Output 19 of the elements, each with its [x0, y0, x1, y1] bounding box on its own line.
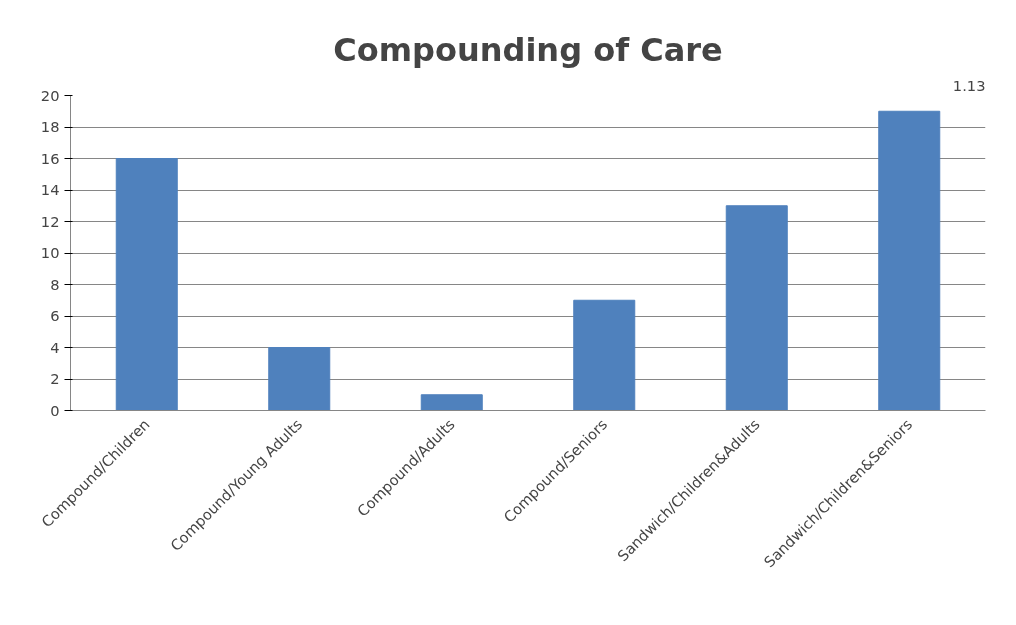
y-tick-label: 8 — [50, 275, 60, 293]
y-tick-label: 20 — [40, 86, 60, 104]
bar — [268, 347, 331, 411]
bar — [115, 158, 178, 411]
y-tick-label: 16 — [40, 149, 60, 167]
y-tick-label: 14 — [40, 181, 60, 198]
y-tick-label: 2 — [50, 370, 60, 387]
y-tick-label: 18 — [40, 118, 60, 135]
bar — [573, 299, 636, 411]
y-tick-label: 4 — [50, 338, 60, 356]
y-tick-label: 10 — [40, 244, 60, 261]
text: 1.13 — [952, 76, 986, 94]
bar — [725, 205, 788, 411]
bar — [878, 110, 941, 411]
y-tick-label: 0 — [50, 401, 60, 419]
y-tick-label: 6 — [50, 307, 60, 324]
y-tick-label: 12 — [40, 212, 60, 230]
bar — [420, 394, 483, 411]
chart-title: Compounding of Care — [333, 30, 723, 69]
